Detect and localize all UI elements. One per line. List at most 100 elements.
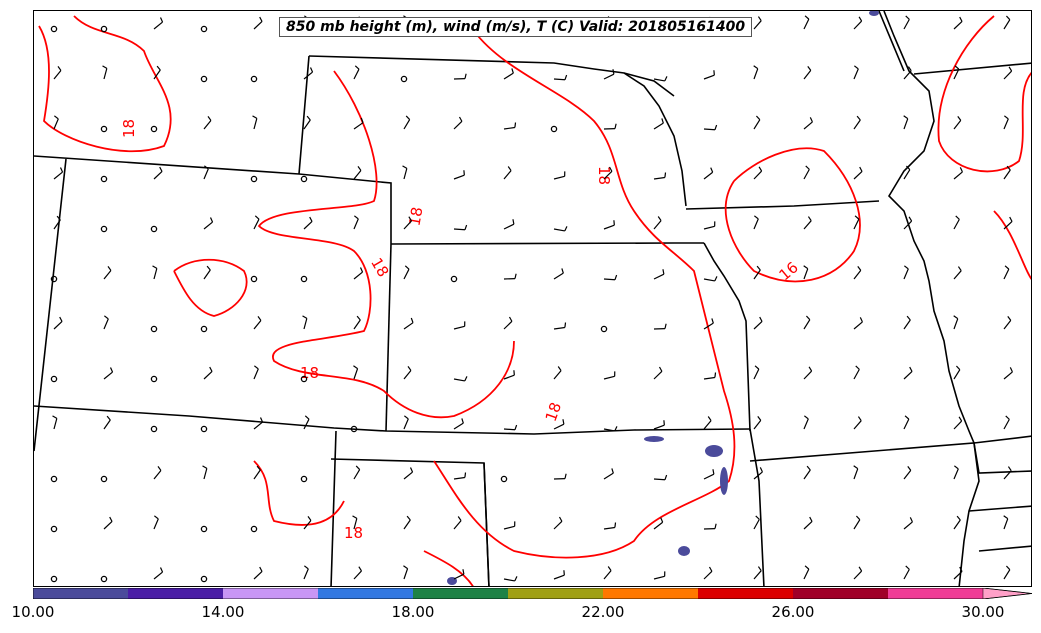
wind-barb-icon xyxy=(153,466,162,480)
contour-18-sw xyxy=(253,460,345,526)
wind-barb-icon xyxy=(653,76,668,82)
boundary-sd-ne xyxy=(308,55,687,207)
wind-barb-icon xyxy=(253,316,262,330)
wind-barb-icon xyxy=(53,66,62,80)
wind-barb-icon xyxy=(52,415,58,430)
wind-barb-icon xyxy=(853,166,863,180)
wind-barb-icon xyxy=(303,516,312,530)
calm-wind-circle-icon xyxy=(200,525,208,533)
wind-barb-icon xyxy=(803,465,811,480)
calm-wind-circle-icon xyxy=(500,475,508,483)
wind-barb-icon xyxy=(453,418,464,430)
state-boundaries xyxy=(34,11,1031,586)
wind-barb-icon xyxy=(803,366,813,380)
wind-barb-icon xyxy=(1003,515,1009,530)
wind-barb-icon xyxy=(653,118,664,130)
wind-barb-icon xyxy=(903,15,910,30)
wind-barb-icon xyxy=(252,115,258,130)
wind-barb-icon xyxy=(803,15,810,30)
wind-barb-icon xyxy=(803,216,812,230)
wind-field xyxy=(50,15,1013,583)
wind-barb-icon xyxy=(553,419,565,430)
wind-barb-icon xyxy=(603,522,617,530)
blob-ok xyxy=(705,445,723,457)
wind-barb-icon xyxy=(503,219,515,230)
wind-barb-icon xyxy=(303,216,313,230)
wind-barb-icon xyxy=(103,315,109,330)
wind-barb-icon xyxy=(553,366,562,380)
wind-barb-icon xyxy=(103,516,113,530)
calm-wind-circle-icon xyxy=(150,125,158,133)
calm-wind-circle-icon xyxy=(300,275,308,283)
wind-barb-icon xyxy=(253,365,259,380)
wind-barb-icon xyxy=(1003,466,1012,480)
calm-wind-circle-icon xyxy=(100,175,108,183)
wind-barb-icon xyxy=(453,516,462,530)
wind-barb-icon xyxy=(253,16,263,30)
calm-wind-circle-icon xyxy=(250,75,258,83)
wind-barb-icon xyxy=(553,268,564,280)
colorbar xyxy=(33,588,1032,599)
wind-barb-icon xyxy=(753,467,763,480)
wind-barb-icon xyxy=(453,116,463,130)
wind-barb-icon xyxy=(653,366,663,380)
wind-barb-icon xyxy=(102,65,108,80)
wind-barb-icon xyxy=(553,322,567,330)
wind-barb-icon xyxy=(803,165,810,180)
boundary-mississippi xyxy=(883,11,980,586)
wind-barb-icon xyxy=(253,465,261,480)
wind-barb-icon xyxy=(302,315,308,330)
colorbar-tick-label: 10.00 xyxy=(11,603,55,621)
map-canvas: 18 18 18 18 18 18 18 16 xyxy=(34,11,1031,586)
wind-barb-icon xyxy=(853,265,862,280)
calm-wind-circle-icon xyxy=(150,375,158,383)
wind-barb-icon xyxy=(903,517,913,530)
wind-barb-icon xyxy=(503,122,517,130)
wind-barb-icon xyxy=(253,417,264,430)
wind-barb-icon xyxy=(803,315,811,330)
boundary-ms-al xyxy=(978,545,1031,552)
wind-barb-icon xyxy=(903,565,910,580)
blob-tx xyxy=(678,546,690,556)
wind-barb-icon xyxy=(202,465,208,480)
colorbar-segment xyxy=(223,588,318,599)
wind-barb-icon xyxy=(753,265,761,280)
wind-barb-icon xyxy=(103,415,111,430)
contour-18-southwest-bend xyxy=(173,258,248,317)
wind-barb-icon xyxy=(353,215,359,230)
wind-barb-icon xyxy=(453,170,465,180)
wind-barb-icon xyxy=(352,515,358,530)
boundary-mo-west xyxy=(703,242,751,432)
wind-barb-icon xyxy=(1003,265,1010,280)
wind-barb-icon xyxy=(403,415,409,430)
wind-barb-icon xyxy=(653,517,664,530)
contour-18-plains xyxy=(433,30,736,559)
wind-barb-icon xyxy=(703,124,718,131)
wind-barb-icon xyxy=(503,370,515,380)
wind-barb-icon xyxy=(703,523,717,530)
calm-wind-circle-icon xyxy=(50,25,58,33)
colorbar-outline xyxy=(33,588,1032,599)
boundary-wy-nd-north xyxy=(34,155,392,244)
wind-barb-icon xyxy=(953,266,962,280)
wind-barb-icon xyxy=(353,166,362,180)
colorbar-segment xyxy=(508,588,603,599)
wind-barb-icon xyxy=(653,420,665,430)
wind-barb-icon xyxy=(603,220,615,230)
contour-16-east xyxy=(724,147,861,283)
wind-barb-icon xyxy=(953,465,959,480)
wind-barb-icon xyxy=(103,367,114,380)
wind-barb-icon xyxy=(303,565,309,580)
wind-barb-icon xyxy=(1003,115,1009,130)
wind-barb-icon xyxy=(203,366,213,380)
wind-barb-icon xyxy=(703,167,714,180)
wind-barb-icon xyxy=(953,16,963,30)
boundary-tn-ms xyxy=(968,505,1031,512)
wind-barb-icon xyxy=(753,16,762,30)
calm-wind-circle-icon xyxy=(200,25,208,33)
boundary-ky-tn xyxy=(973,435,1031,444)
wind-barb-icon xyxy=(403,515,411,530)
wind-barb-icon xyxy=(553,171,566,180)
wind-barb-icon xyxy=(653,172,667,180)
wind-barb-icon xyxy=(703,416,712,430)
